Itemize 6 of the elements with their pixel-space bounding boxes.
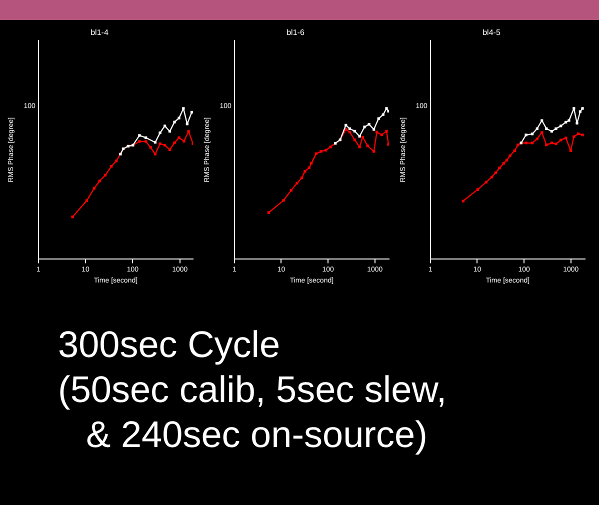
text: & 240sec on-source) (85, 413, 428, 457)
chart-title: bl1-4 (90, 28, 109, 38)
chart-title: bl4-5 (482, 28, 501, 38)
text: 300sec Cycle (58, 323, 282, 367)
text: (50sec calib, 5sec slew, (58, 368, 447, 412)
chart-title: bl1-6 (286, 28, 305, 38)
